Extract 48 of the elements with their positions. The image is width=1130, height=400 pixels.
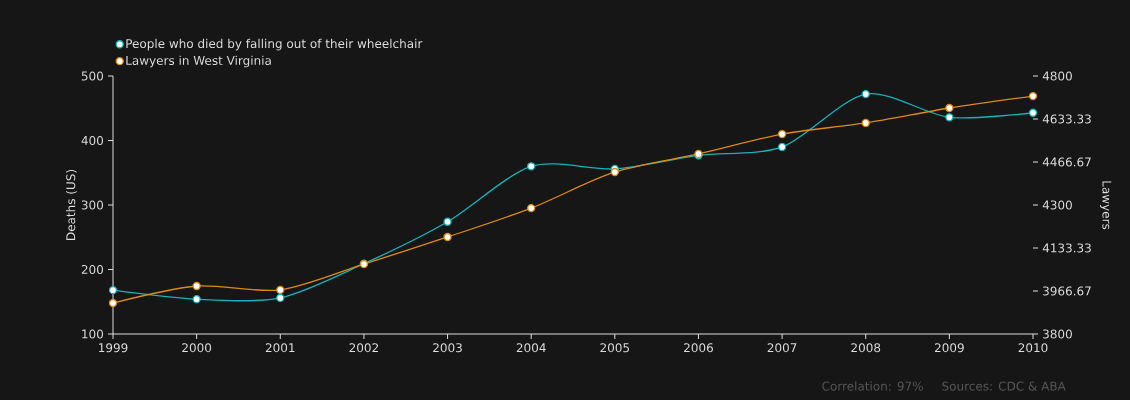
y-tick-label: 200 xyxy=(81,264,104,275)
y2-tick-label: 4466.67 xyxy=(1042,157,1091,167)
text: Correlation: 97% xyxy=(822,381,923,391)
y2-tick-label: 4800 xyxy=(1042,71,1072,81)
y2-axis-title: Lawyers xyxy=(1100,181,1112,230)
legend-label: Lawyers in West Virginia xyxy=(126,55,271,68)
x-tick-label: 2003 xyxy=(433,343,462,353)
y2-tick-label: 3966.67 xyxy=(1043,286,1091,296)
point xyxy=(1028,108,1038,117)
y2-tick-label: 4633.33 xyxy=(1042,114,1091,124)
y-tick-label: 300 xyxy=(81,200,104,210)
point xyxy=(276,293,285,303)
legend-label: People who died by falling out of their wheelchair xyxy=(126,38,423,51)
x-tick-label: 2007 xyxy=(767,343,797,353)
x-tick-label: 2000 xyxy=(182,343,212,353)
point xyxy=(108,285,118,295)
x-tick-label: 2002 xyxy=(349,343,378,353)
source-note: Sources: CDC & ABA xyxy=(942,381,1066,391)
point xyxy=(777,142,787,152)
y2-tick-label: 4300 xyxy=(1042,200,1072,210)
x-tick-label: 1999 xyxy=(99,343,128,353)
y2-tick-label: 4133.33 xyxy=(1042,243,1091,253)
y-tick-label: 100 xyxy=(82,329,104,339)
x-tick-label: 2001 xyxy=(265,343,295,353)
x-tick-label: 2009 xyxy=(934,343,964,353)
y-tick-label: 500 xyxy=(81,71,104,81)
point xyxy=(108,298,118,308)
point xyxy=(945,103,954,113)
point xyxy=(861,89,870,99)
point xyxy=(443,232,452,242)
y2-tick-label: 3800 xyxy=(1043,329,1072,339)
point xyxy=(777,129,787,139)
point xyxy=(1028,91,1038,101)
point xyxy=(192,281,201,291)
point xyxy=(861,118,870,128)
point xyxy=(192,295,201,304)
x-tick-label: 2006 xyxy=(684,343,713,353)
x-tick-label: 2008 xyxy=(851,343,881,353)
point xyxy=(527,162,536,171)
x-tick-label: 2010 xyxy=(1018,343,1048,353)
point xyxy=(945,113,954,122)
x-tick-label: 2005 xyxy=(600,343,630,353)
y-axis-title: Deaths (US) xyxy=(66,169,77,240)
point xyxy=(527,203,536,213)
point xyxy=(443,217,452,226)
point xyxy=(276,285,285,295)
x-tick-label: 2004 xyxy=(516,343,546,353)
y-tick-label: 400 xyxy=(81,135,104,146)
